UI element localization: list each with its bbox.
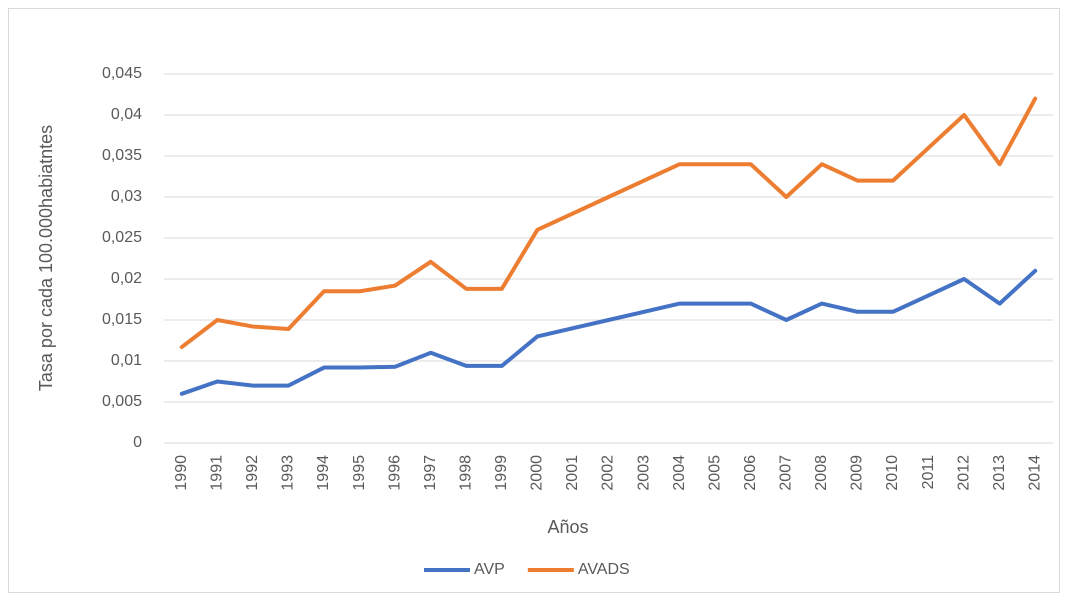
- x-tick-label: 2003: [635, 455, 652, 491]
- x-tick-label: 2008: [813, 455, 830, 491]
- x-tick-label: 1998: [457, 455, 474, 491]
- x-tick-label: 1993: [280, 455, 297, 491]
- y-tick-label: 0,025: [102, 229, 142, 246]
- legend-label: AVP: [474, 561, 505, 578]
- x-tick-label: 1992: [244, 455, 261, 491]
- y-tick-label: 0,035: [102, 147, 142, 164]
- x-axis-title: Años: [547, 517, 588, 537]
- y-tick-label: 0,01: [111, 352, 142, 369]
- x-tick-label: 2009: [849, 455, 866, 491]
- x-tick-label: 1997: [422, 455, 439, 491]
- y-tick-label: 0: [133, 434, 142, 451]
- x-tick-label: 1994: [315, 455, 332, 491]
- x-tick-label: 2005: [706, 455, 723, 491]
- y-tick-label: 0,045: [102, 65, 142, 82]
- x-tick-label: 2014: [1026, 455, 1043, 491]
- x-tick-label: 1995: [351, 455, 368, 491]
- x-tick-label: 2002: [600, 455, 617, 491]
- x-tick-label: 2006: [742, 455, 759, 491]
- x-tick-label: 1999: [493, 455, 510, 491]
- legend-label: AVADS: [578, 561, 630, 578]
- x-tick-label: 2001: [564, 455, 581, 491]
- x-tick-label: 2004: [671, 455, 688, 491]
- x-tick-label: 1990: [173, 455, 190, 491]
- x-tick-label: 1996: [386, 455, 403, 491]
- x-tick-label: 2011: [920, 455, 937, 490]
- x-tick-label: 2012: [955, 455, 972, 491]
- y-tick-label: 0,005: [102, 393, 142, 410]
- data-line: [179, 268, 1038, 396]
- data-line: [179, 96, 1038, 350]
- x-tick-label: 2000: [529, 455, 546, 491]
- x-tick-label: 2007: [778, 455, 795, 491]
- x-tick-label: 2010: [884, 455, 901, 491]
- y-tick-label: 0,03: [111, 188, 142, 205]
- y-tick-label: 0,02: [111, 270, 142, 287]
- y-tick-label: 0,015: [102, 311, 142, 328]
- x-tick-label: 2013: [991, 455, 1008, 491]
- y-tick-label: 0,04: [111, 106, 142, 123]
- chart-frame: [8, 8, 1060, 593]
- y-axis-title: Tasa por cada 100.000habiatntes: [36, 125, 56, 391]
- x-tick-label: 1991: [209, 455, 226, 491]
